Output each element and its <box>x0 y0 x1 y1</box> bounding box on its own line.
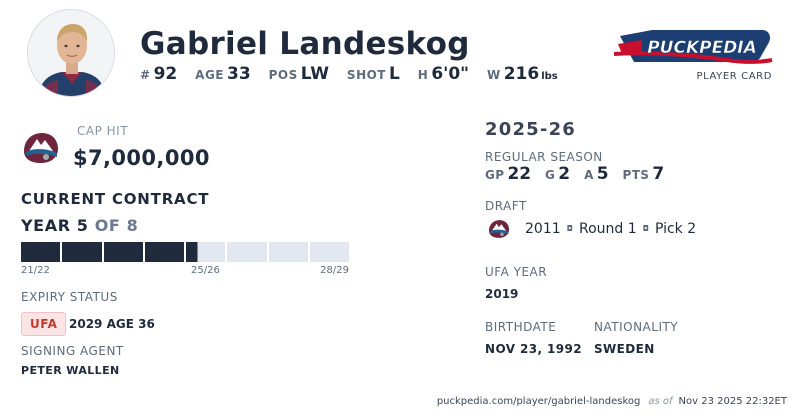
regular-season-label: REGULAR SEASON <box>485 150 603 164</box>
expiry-detail: 2029 AGE 36 <box>69 317 155 331</box>
nationality-label: NATIONALITY <box>594 320 679 334</box>
avalanche-logo-icon <box>489 220 509 238</box>
contract-progress-bar <box>21 242 349 262</box>
contract-year-segment <box>268 242 308 262</box>
player-shot: SHOT L <box>346 64 400 84</box>
contract-year-segment <box>103 242 143 262</box>
contract-year-segment <box>144 242 184 262</box>
player-position: POS LW <box>268 64 329 84</box>
bar-mid-label: 25/26 <box>191 265 220 276</box>
player-bio-stats: #92 AGE 33 POS LW SHOT L H 6'0" W 216 lbs <box>140 64 570 84</box>
draft-year: 2011 <box>525 221 561 237</box>
draft-pick: Pick 2 <box>654 221 697 237</box>
ufa-status-badge: UFA <box>21 312 67 336</box>
contract-bar-labels: 21/22 25/26 28/29 <box>21 265 349 277</box>
contract-year-segment <box>227 242 267 262</box>
player-height: H 6'0" <box>417 64 470 84</box>
contract-year-segment <box>21 242 61 262</box>
player-name: Gabriel Landeskog <box>140 26 470 62</box>
stat-points: PTS 7 <box>622 164 665 184</box>
footer: puckpedia.com/player/gabriel-landeskog as… <box>437 396 787 407</box>
birthdate-value: NOV 23, 1992 <box>485 342 583 356</box>
current-contract-title: CURRENT CONTRACT <box>21 190 210 208</box>
ufa-year-value: 2019 <box>485 287 519 301</box>
contract-year-segment <box>309 242 349 262</box>
draft-round: Round 1 <box>578 221 637 237</box>
contract-year-segment <box>62 242 102 262</box>
draft-details: 2011 ◘ Round 1 ◘ Pick 2 <box>525 221 696 237</box>
signing-agent-label: SIGNING AGENT <box>21 344 124 358</box>
player-card-label: PLAYER CARD <box>696 71 772 82</box>
expiry-status-label: EXPIRY STATUS <box>21 290 118 304</box>
timestamp: Nov 23 2025 22:32ET <box>678 396 787 407</box>
player-photo <box>28 10 114 96</box>
as-of-label: as of <box>648 396 673 407</box>
signing-agent-name: PETER WALLEN <box>21 364 120 377</box>
contract-year-segment <box>186 242 226 262</box>
bar-start-label: 21/22 <box>21 265 50 276</box>
stat-games-played: GP 22 <box>485 164 532 184</box>
jersey-number: #92 <box>140 64 178 84</box>
ufa-year-label: UFA YEAR <box>485 265 548 279</box>
cap-hit-label: CAP HIT <box>77 124 129 138</box>
player-weight: W 216 lbs <box>486 64 558 84</box>
avalanche-logo-icon <box>24 133 58 163</box>
birthdate-label: BIRTHDATE <box>485 320 557 334</box>
draft-separator: ◘ <box>566 224 573 233</box>
svg-text:PUCKPEDIA: PUCKPEDIA <box>647 38 757 58</box>
draft-separator: ◘ <box>642 224 649 233</box>
nationality-value: SWEDEN <box>594 342 655 356</box>
player-age: AGE 33 <box>195 64 251 84</box>
cap-hit-value: $7,000,000 <box>73 146 210 170</box>
bar-end-label: 28/29 <box>320 265 349 276</box>
season-title: 2025-26 <box>485 119 577 140</box>
draft-label: DRAFT <box>485 199 527 213</box>
contract-year: YEAR 5 OF 8 <box>21 216 139 235</box>
puckpedia-logo[interactable]: PUCKPEDIA <box>612 24 774 68</box>
player-page-link[interactable]: puckpedia.com/player/gabriel-landeskog <box>436 396 641 407</box>
player-avatar <box>27 9 115 97</box>
